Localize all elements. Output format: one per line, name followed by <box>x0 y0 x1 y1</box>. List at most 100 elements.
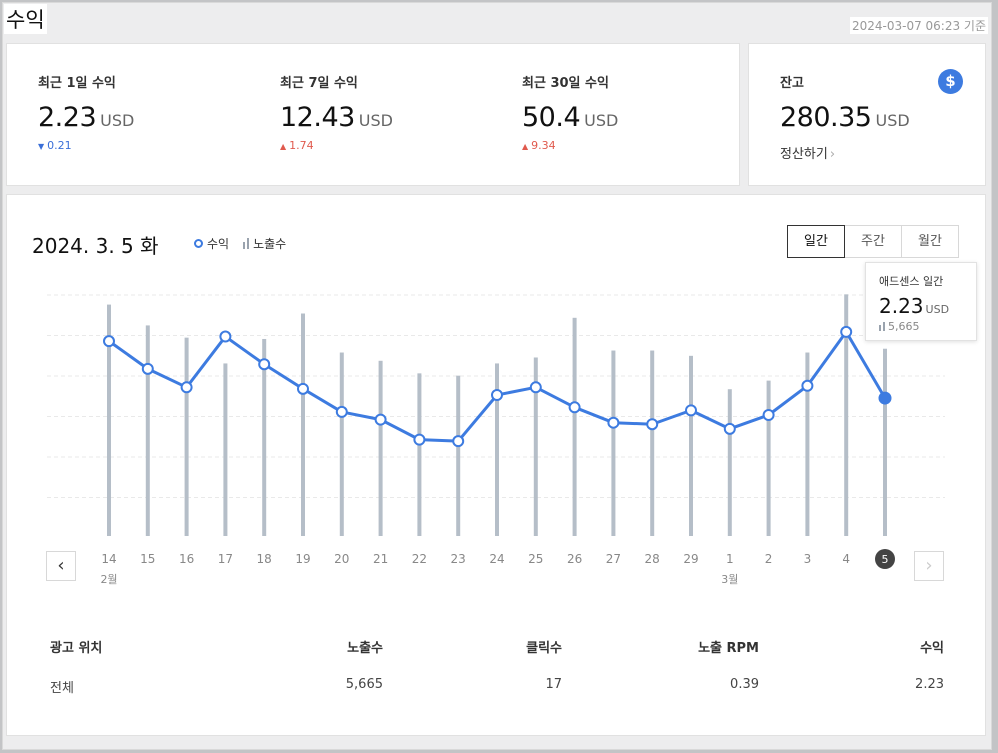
impressions-bar <box>456 375 461 536</box>
bar-chart-icon <box>243 238 250 249</box>
revenue-point <box>878 391 892 405</box>
impressions-bar <box>495 363 499 536</box>
down-arrow-icon: ▼ <box>38 142 45 151</box>
tooltip-impressions: 5,665 <box>879 320 963 333</box>
tooltip-title: 애드센스 일간 <box>879 275 944 288</box>
up-arrow-icon: ▲ <box>522 142 529 151</box>
cell-revenue: 2.23 <box>915 677 944 692</box>
revenue-point <box>529 381 542 394</box>
stat-value: 50.4 USD <box>522 102 619 133</box>
month-label: 2월 <box>100 573 117 586</box>
cell-rpm: 0.39 <box>730 677 759 692</box>
impressions-bar <box>533 357 538 536</box>
impressions-bar <box>844 294 849 536</box>
revenue-point <box>103 335 115 348</box>
x-tick-label: 2 <box>765 552 773 566</box>
impressions-bar <box>572 317 577 536</box>
impressions-bar <box>650 350 655 536</box>
revenue-point <box>180 381 193 394</box>
stat-label: 최근 1일 수익 <box>38 76 116 91</box>
revenue-chart: 14 15 16 17 18 19 20 21 22 23 24 25 26 27 28 29 1 2 3 4 52월 3… <box>47 294 945 586</box>
balance-stat: 잔고 280.35 USD 정산하기 › <box>780 72 910 162</box>
tab-daily[interactable]: 일간 <box>787 225 845 258</box>
revenue-point <box>607 416 620 429</box>
revenue-point <box>723 422 736 435</box>
impressions-bar <box>805 352 810 536</box>
stat-30day: 최근 30일 수익 50.4 USD ▲ 9.34 <box>522 72 618 152</box>
x-tick-label: 25 <box>528 552 543 566</box>
month-label: 3월 <box>721 573 738 586</box>
balance-value: 280.35 USD <box>780 102 910 133</box>
x-tick-label: 21 <box>373 552 388 566</box>
col-clicks: 클릭수 <box>526 641 562 656</box>
impressions-bar <box>727 389 732 536</box>
page-title: 수익 <box>4 4 47 34</box>
stat-label: 최근 30일 수익 <box>522 76 609 91</box>
stat-7day: 최근 7일 수익 12.43 USD ▲ 1.74 <box>280 72 393 152</box>
x-tick-label: 19 <box>295 552 310 566</box>
table-row: 전체 5,665 17 0.39 2.23 <box>50 665 944 705</box>
cell-clicks: 17 <box>545 677 562 692</box>
revenue-point <box>335 405 348 418</box>
balance-card: 잔고 280.35 USD 정산하기 › $ <box>748 43 986 186</box>
legend-revenue: 수익 <box>194 235 229 252</box>
chevron-right-icon: › <box>829 147 836 162</box>
stat-value: 12.43 USD <box>280 102 393 133</box>
dollar-icon: $ <box>938 69 963 94</box>
settle-link[interactable]: 정산하기 › <box>780 147 836 162</box>
stat-value: 2.23 USD <box>38 102 135 133</box>
col-revenue: 수익 <box>920 641 944 656</box>
x-tick-label: 17 <box>218 552 233 566</box>
x-tick-label: 1 <box>726 552 734 566</box>
revenue-point <box>297 382 309 395</box>
impressions-bar <box>262 338 267 536</box>
x-tick-label: 24 <box>489 552 504 566</box>
impressions-bar <box>689 355 693 536</box>
x-tick-label: 27 <box>606 552 621 566</box>
cell-placement: 전체 <box>50 681 74 696</box>
next-range-button[interactable]: › <box>914 551 944 581</box>
impressions-bar <box>417 373 422 536</box>
revenue-point <box>491 389 503 401</box>
period-tabs: 일간 주간 월간 <box>787 225 959 258</box>
impressions-bar <box>611 350 616 536</box>
impressions-bar <box>223 363 228 536</box>
impressions-bar <box>184 337 189 536</box>
daily-chart-card: 2024. 3. 5 화 수익 노출수 일간 주간 월간 14 15 16 17 18 1… <box>6 194 986 736</box>
impressions-bar <box>301 313 305 536</box>
revenue-point <box>762 409 775 421</box>
x-tick-label: 16 <box>179 552 194 566</box>
col-rpm: 노출 RPM <box>698 641 759 656</box>
revenue-point <box>374 413 387 426</box>
tab-weekly[interactable]: 주간 <box>844 225 902 258</box>
prev-range-button[interactable]: ‹ <box>46 551 76 581</box>
revenue-summary-card: 최근 1일 수익 2.23 USD ▼ 0.21 최근 7일 수익 12.43 USD… <box>6 43 740 186</box>
x-tick-label: 22 <box>412 552 427 566</box>
revenue-point <box>452 435 465 448</box>
x-tick-label: 4 <box>842 552 850 566</box>
revenue-point <box>840 325 853 338</box>
tab-monthly[interactable]: 월간 <box>901 225 959 258</box>
impressions-bar <box>145 325 150 536</box>
impressions-bar <box>766 380 771 536</box>
revenue-point <box>258 358 271 371</box>
tooltip-value: 2.23 USD <box>879 294 950 318</box>
x-tick-label: 3 <box>804 552 812 566</box>
x-tick-label: 15 <box>140 552 155 566</box>
x-tick-label: 28 <box>645 552 660 566</box>
legend-impressions: 노출수 <box>243 235 286 252</box>
placement-table: 광고 위치 노출수 클릭수 노출 RPM 수익 전체 5,665 17 0.39… <box>50 625 944 705</box>
selected-date: 2024. 3. 5 화 <box>32 234 159 258</box>
x-tick-label: 26 <box>567 552 582 566</box>
x-tick-label: 14 <box>101 552 116 566</box>
chart-legend: 수익 노출수 <box>194 235 286 252</box>
stat-delta: ▼ 0.21 <box>38 139 72 152</box>
bar-chart-icon <box>879 322 885 331</box>
updated-timestamp: 2024-03-07 06:23 기준 <box>849 17 988 34</box>
revenue-point <box>646 418 659 431</box>
up-arrow-icon: ▲ <box>280 142 287 151</box>
revenue-point <box>413 433 426 446</box>
revenue-point <box>568 401 581 414</box>
impressions-bar <box>883 348 887 536</box>
revenue-point <box>685 404 697 417</box>
